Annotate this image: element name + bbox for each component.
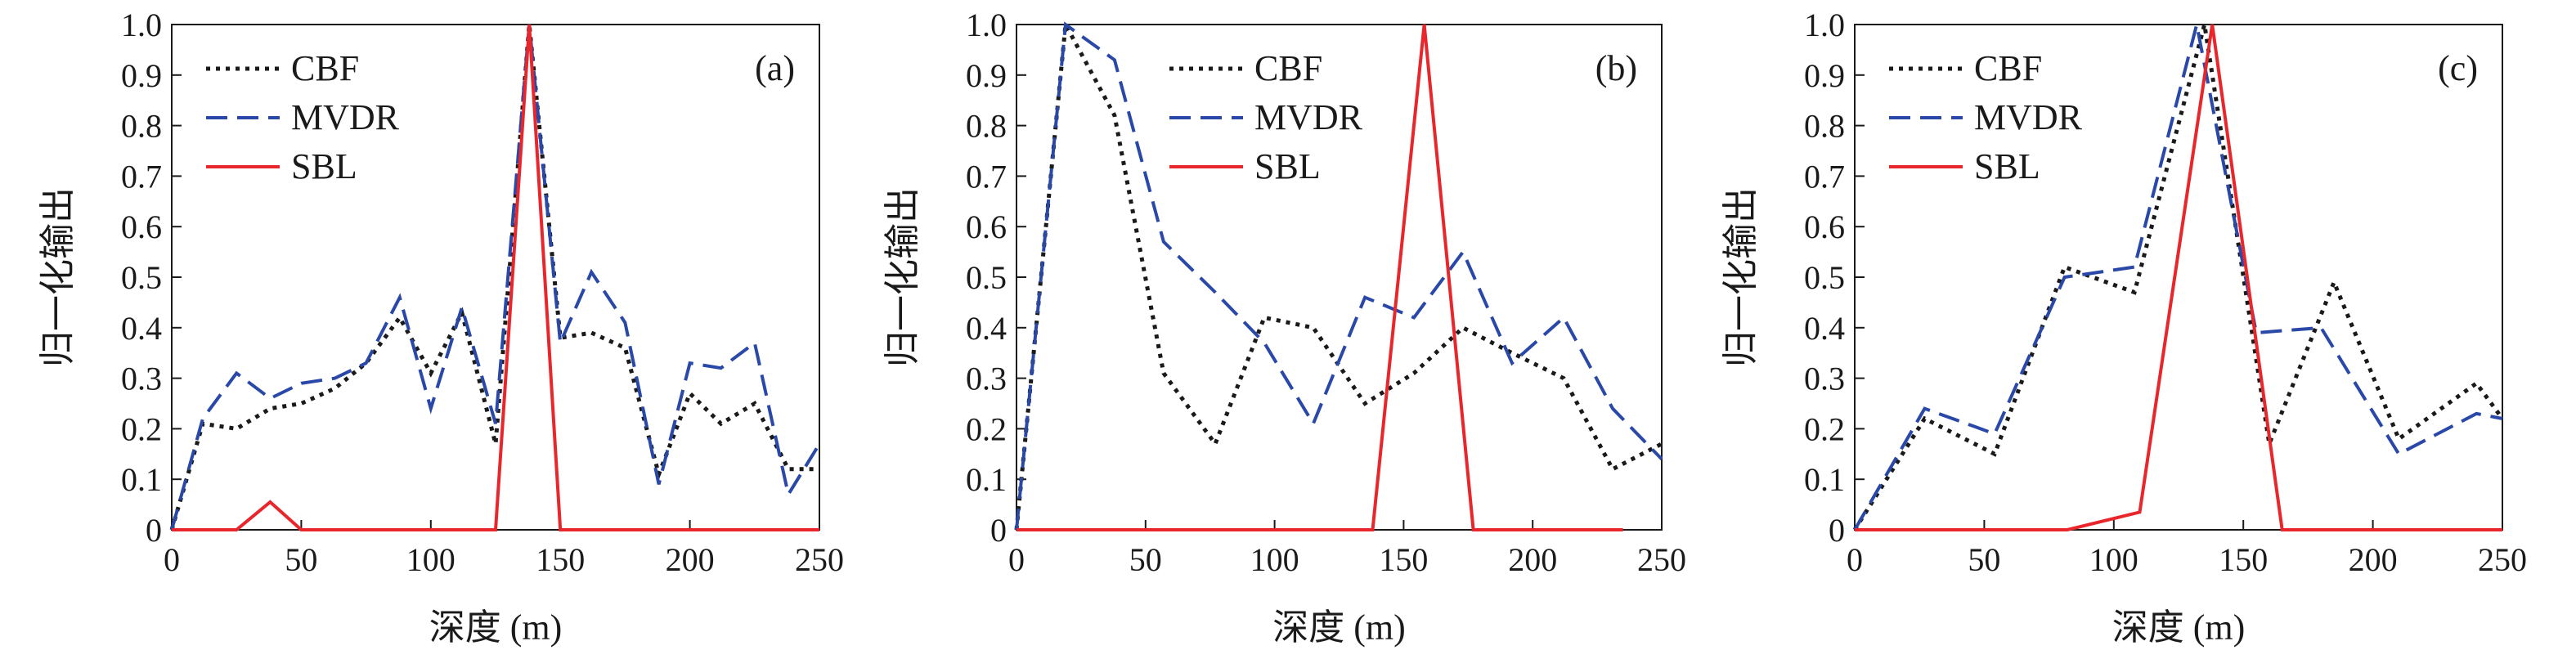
series-line-cbf bbox=[169, 24, 819, 531]
panel-b: 0 0.1 0.2 0.3 0.4 0.5 0.6 0.7 0.8 0.9 1.0 0 50 100 150… bbox=[882, 7, 1686, 648]
legend-label-cbf: CBF bbox=[1974, 48, 2042, 88]
x-tick-label: 250 bbox=[1637, 541, 1686, 578]
y-tick-label: 0 bbox=[1829, 512, 1845, 549]
x-tick-label: 150 bbox=[1379, 541, 1428, 578]
y-tick-label: 1.0 bbox=[121, 7, 162, 43]
y-tick-label: 0.2 bbox=[121, 410, 162, 447]
series-line-mvdr bbox=[1015, 21, 1663, 531]
y-axis-label: 归一化输出 bbox=[1720, 187, 1761, 367]
panel-label: (c) bbox=[2438, 48, 2478, 88]
y-tick-label: 0 bbox=[990, 512, 1007, 549]
y-tick-label: 0.7 bbox=[121, 158, 162, 195]
x-tick-label: 150 bbox=[536, 541, 585, 578]
y-tick-label: 0.5 bbox=[1804, 259, 1845, 296]
y-tick-label: 0.3 bbox=[966, 361, 1007, 397]
y-axis-label: 归一化输出 bbox=[37, 187, 79, 367]
x-tick-label: 50 bbox=[1968, 541, 2000, 578]
x-tick-label: 50 bbox=[285, 541, 317, 578]
y-tick-label: 0.8 bbox=[121, 108, 162, 145]
y-tick-label: 0.7 bbox=[1804, 158, 1845, 195]
y-tick-label: 0.5 bbox=[966, 259, 1007, 296]
panel-label: (b) bbox=[1595, 48, 1637, 88]
series-line-sbl bbox=[1855, 24, 2502, 531]
series-line-sbl bbox=[172, 24, 819, 531]
y-tick-label: 0.9 bbox=[121, 57, 162, 94]
x-axis-label: 深度 (m) bbox=[429, 607, 563, 648]
y-tick-label: 0.4 bbox=[121, 310, 162, 347]
x-tick-label: 100 bbox=[1250, 541, 1299, 578]
x-tick-label: 0 bbox=[164, 541, 180, 578]
series-line-mvdr bbox=[170, 24, 821, 531]
legend-label-cbf: CBF bbox=[291, 48, 359, 88]
y-tick-label: 0.6 bbox=[966, 208, 1007, 245]
series-line-sbl bbox=[1016, 24, 1623, 531]
y-tick-label: 0.4 bbox=[1804, 310, 1845, 347]
y-tick-label: 0.3 bbox=[121, 361, 162, 397]
series-line-mvdr bbox=[1853, 24, 2503, 531]
y-tick-label: 0.1 bbox=[1804, 461, 1845, 498]
y-tick-label: 0.1 bbox=[121, 461, 162, 498]
y-tick-label: 0.9 bbox=[966, 57, 1007, 94]
x-tick-label: 200 bbox=[666, 541, 715, 578]
y-tick-label: 0 bbox=[146, 512, 162, 549]
y-tick-label: 0.8 bbox=[966, 108, 1007, 145]
panel-a: 0 0.1 0.2 0.3 0.4 0.5 0.6 0.7 0.8 0.9 1.0 0 50 100 150… bbox=[37, 7, 844, 648]
y-tick-label: 0.7 bbox=[966, 158, 1007, 195]
legend-label-sbl: SBL bbox=[1974, 146, 2040, 186]
x-axis-label: 深度 (m) bbox=[1272, 607, 1406, 648]
x-axis-label: 深度 (m) bbox=[2112, 607, 2246, 648]
x-tick-label: 250 bbox=[795, 541, 844, 578]
y-tick-label: 0.1 bbox=[966, 461, 1007, 498]
y-tick-label: 0.8 bbox=[1804, 108, 1845, 145]
x-tick-label: 100 bbox=[2089, 541, 2138, 578]
panel-label: (a) bbox=[755, 48, 795, 88]
panel-c: 0 0.1 0.2 0.3 0.4 0.5 0.6 0.7 0.8 0.9 1.0 0 50 100 150… bbox=[1720, 7, 2527, 648]
x-tick-label: 150 bbox=[2219, 541, 2268, 578]
legend-label-mvdr: MVDR bbox=[291, 97, 400, 137]
legend-label-sbl: SBL bbox=[291, 146, 357, 186]
y-axis-label: 归一化输出 bbox=[882, 187, 923, 367]
x-tick-label: 200 bbox=[1508, 541, 1557, 578]
x-tick-label: 0 bbox=[1008, 541, 1025, 578]
plot-frame bbox=[171, 24, 820, 531]
y-tick-label: 0.2 bbox=[1804, 410, 1845, 447]
legend-label-mvdr: MVDR bbox=[1974, 97, 2083, 137]
y-tick-label: 0.9 bbox=[1804, 57, 1845, 94]
y-tick-label: 0.2 bbox=[966, 410, 1007, 447]
legend-label-mvdr: MVDR bbox=[1254, 97, 1363, 137]
y-tick-label: 0.4 bbox=[966, 310, 1007, 347]
x-tick-label: 100 bbox=[406, 541, 456, 578]
y-tick-label: 0.6 bbox=[1804, 208, 1845, 245]
y-tick-label: 1.0 bbox=[966, 7, 1007, 43]
x-tick-label: 0 bbox=[1847, 541, 1863, 578]
x-tick-label: 250 bbox=[2478, 541, 2527, 578]
legend-label-sbl: SBL bbox=[1254, 146, 1321, 186]
y-tick-label: 1.0 bbox=[1804, 7, 1845, 43]
y-tick-label: 0.3 bbox=[1804, 361, 1845, 397]
y-tick-label: 0.6 bbox=[121, 208, 162, 245]
x-tick-label: 200 bbox=[2349, 541, 2398, 578]
series-line-cbf bbox=[1014, 17, 1663, 531]
y-tick-label: 0.5 bbox=[121, 259, 162, 296]
series-line-cbf bbox=[1852, 24, 2505, 531]
x-tick-label: 50 bbox=[1129, 541, 1162, 578]
legend-label-cbf: CBF bbox=[1254, 48, 1322, 88]
